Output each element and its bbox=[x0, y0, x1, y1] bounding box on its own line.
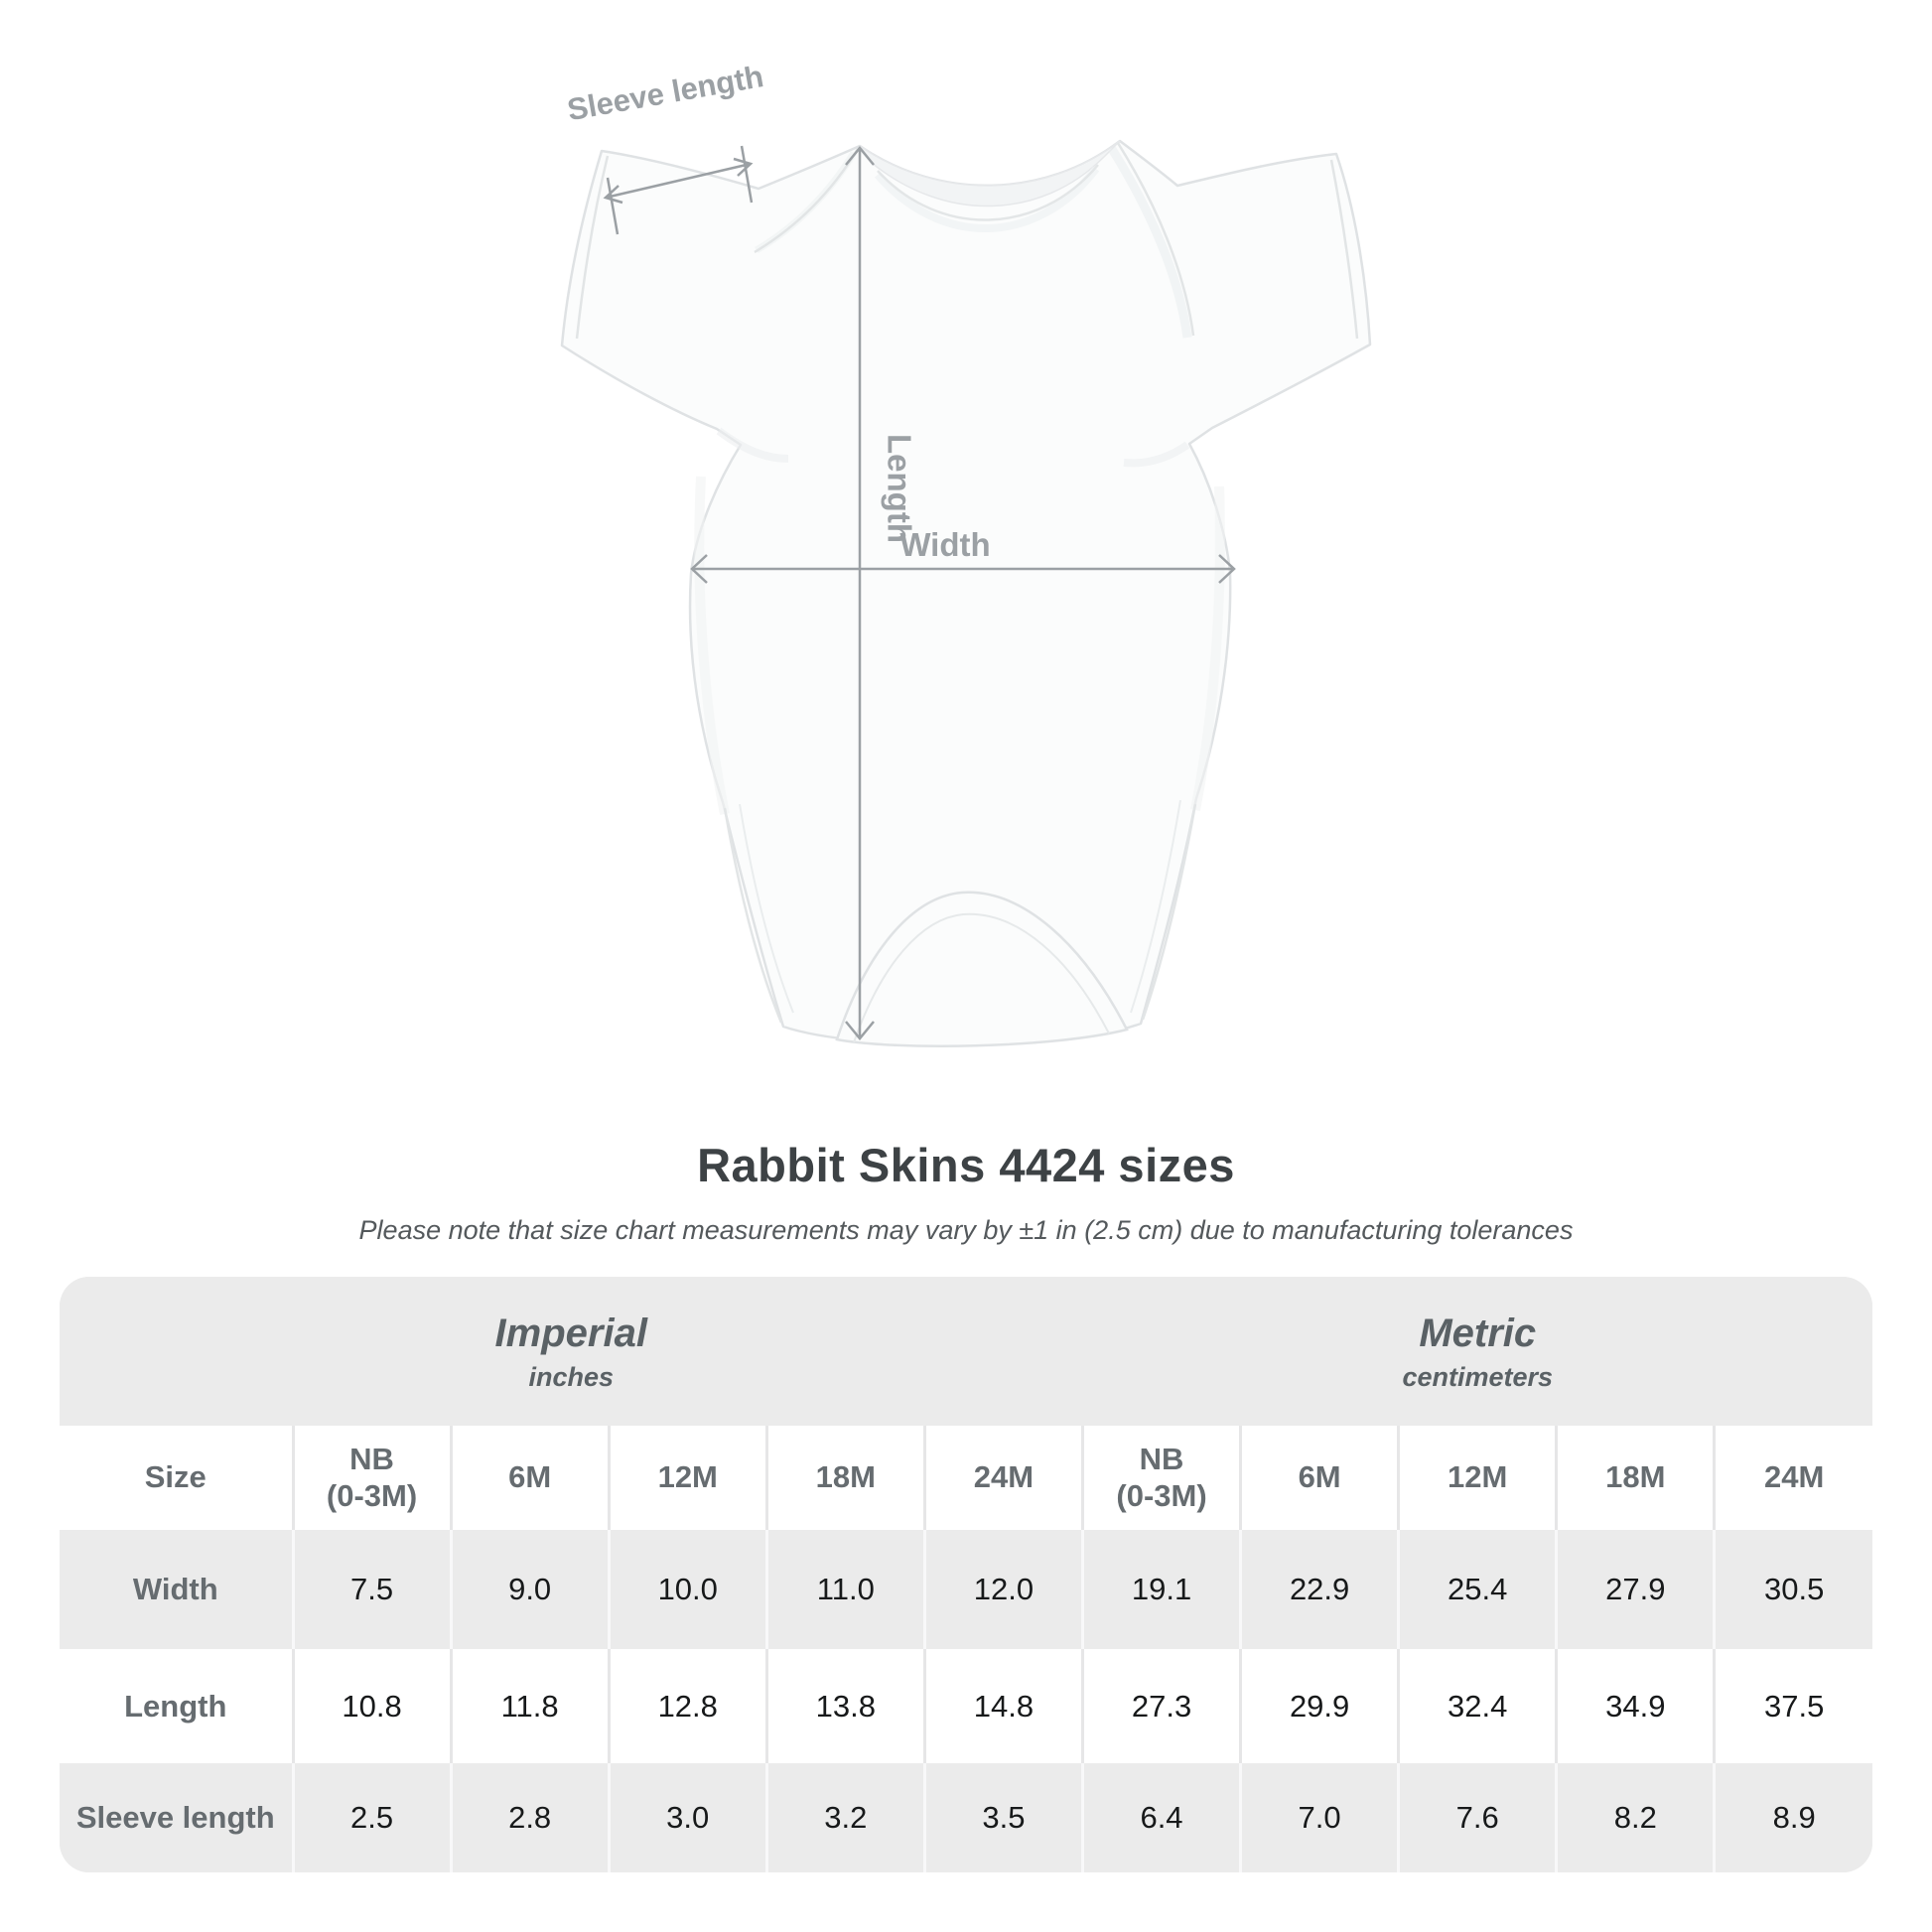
value-cell: 7.6 bbox=[1397, 1763, 1557, 1872]
size-col-header: 18M bbox=[1555, 1426, 1715, 1530]
size-col-label: 12M bbox=[657, 1459, 718, 1495]
size-col-header: 24M bbox=[922, 1426, 1083, 1530]
imperial-header: Imperial inches bbox=[60, 1277, 1083, 1426]
length-label: Length bbox=[881, 434, 917, 543]
imperial-title: Imperial bbox=[494, 1311, 647, 1355]
value-cell: 8.9 bbox=[1713, 1763, 1872, 1872]
size-col-label: 6M bbox=[1298, 1459, 1341, 1495]
value-cell: 22.9 bbox=[1239, 1530, 1399, 1649]
width-label: Width bbox=[899, 526, 990, 563]
size-col-label: 18M bbox=[1605, 1459, 1666, 1495]
value-cell: 14.8 bbox=[922, 1649, 1083, 1763]
sleeve-length-label: Sleeve length bbox=[565, 59, 766, 127]
value-cell: 2.8 bbox=[449, 1763, 610, 1872]
value-cell: 8.2 bbox=[1555, 1763, 1715, 1872]
row-label: Width bbox=[60, 1530, 293, 1649]
size-col-label: 6M bbox=[508, 1459, 552, 1495]
value-cell: 30.5 bbox=[1713, 1530, 1872, 1649]
metric-unit: centimeters bbox=[1402, 1361, 1554, 1392]
size-col-label: 24M bbox=[1764, 1459, 1825, 1495]
value-cell: 27.9 bbox=[1555, 1530, 1715, 1649]
value-cell: 32.4 bbox=[1397, 1649, 1557, 1763]
value-cell: 13.8 bbox=[764, 1649, 925, 1763]
size-col-sublabel: (0-3M) bbox=[326, 1477, 418, 1513]
length-dimension bbox=[845, 146, 875, 1040]
table-row: Sleeve length 2.5 2.8 3.0 3.2 3.5 6.4 7.0 7.6 8.2… bbox=[60, 1763, 1872, 1872]
value-cell: 10.8 bbox=[291, 1649, 452, 1763]
value-cell: 3.0 bbox=[607, 1763, 767, 1872]
value-cell: 12.0 bbox=[922, 1530, 1083, 1649]
size-col-label: NB bbox=[349, 1441, 394, 1476]
value-cell: 11.8 bbox=[449, 1649, 610, 1763]
value-cell: 34.9 bbox=[1555, 1649, 1715, 1763]
value-cell: 7.0 bbox=[1239, 1763, 1399, 1872]
size-col-header: 6M bbox=[449, 1426, 610, 1530]
value-cell: 37.5 bbox=[1713, 1649, 1872, 1763]
bodysuit-figure: Length Width Sleeve length bbox=[560, 59, 1372, 1047]
crotch-flap bbox=[835, 891, 1129, 1047]
row-label: Sleeve length bbox=[60, 1763, 293, 1872]
value-cell: 3.5 bbox=[922, 1763, 1083, 1872]
tolerance-note: Please note that size chart measurements… bbox=[358, 1215, 1574, 1245]
size-col-label: 24M bbox=[973, 1459, 1035, 1495]
size-col-header: 12M bbox=[607, 1426, 767, 1530]
size-col-header: 18M bbox=[764, 1426, 925, 1530]
size-col-label: 18M bbox=[815, 1459, 876, 1495]
value-cell: 27.3 bbox=[1080, 1649, 1241, 1763]
size-col-header: NB (0-3M) bbox=[291, 1426, 452, 1530]
bodysuit-outline bbox=[560, 139, 1372, 1047]
size-col-sublabel: (0-3M) bbox=[1116, 1477, 1207, 1513]
value-cell: 11.0 bbox=[764, 1530, 925, 1649]
value-cell: 19.1 bbox=[1080, 1530, 1241, 1649]
bodysuit-diagram: Length Width Sleeve length bbox=[560, 59, 1372, 1047]
value-cell: 25.4 bbox=[1397, 1530, 1557, 1649]
size-col-header: 6M bbox=[1239, 1426, 1399, 1530]
size-table: Imperial inches Metric centimeters Size … bbox=[60, 1277, 1872, 1872]
value-cell: 6.4 bbox=[1080, 1763, 1241, 1872]
sleeve-length-dimension bbox=[603, 145, 754, 235]
page-title: Rabbit Skins 4424 sizes bbox=[697, 1139, 1235, 1191]
table-row: Width 7.5 9.0 10.0 11.0 12.0 19.1 22.9 25.4 27.9 3… bbox=[60, 1530, 1872, 1649]
metric-header: Metric centimeters bbox=[1082, 1277, 1872, 1426]
value-cell: 10.0 bbox=[607, 1530, 767, 1649]
table-row: Length 10.8 11.8 12.8 13.8 14.8 27.3 29.9 32.4 34… bbox=[60, 1649, 1872, 1763]
size-header-row: Size NB (0-3M) 6M 12M 18M 24M NB (0-3M) 6M 12M 18M… bbox=[60, 1426, 1872, 1530]
value-cell: 7.5 bbox=[291, 1530, 452, 1649]
size-col-label: NB bbox=[1139, 1441, 1184, 1476]
value-cell: 2.5 bbox=[291, 1763, 452, 1872]
size-col-label: 12M bbox=[1448, 1459, 1508, 1495]
value-cell: 3.2 bbox=[764, 1763, 925, 1872]
size-col-header: NB (0-3M) bbox=[1080, 1426, 1241, 1530]
value-cell: 9.0 bbox=[449, 1530, 610, 1649]
unit-header-row: Imperial inches Metric centimeters bbox=[60, 1277, 1872, 1426]
size-header-cell: Size bbox=[60, 1426, 293, 1530]
metric-title: Metric bbox=[1419, 1311, 1537, 1355]
value-cell: 12.8 bbox=[607, 1649, 767, 1763]
value-cell: 29.9 bbox=[1239, 1649, 1399, 1763]
width-dimension bbox=[690, 554, 1236, 584]
size-col-header: 12M bbox=[1397, 1426, 1557, 1530]
row-label: Length bbox=[60, 1649, 293, 1763]
size-col-header: 24M bbox=[1713, 1426, 1872, 1530]
size-table-grid: Imperial inches Metric centimeters Size … bbox=[60, 1277, 1872, 1872]
imperial-unit: inches bbox=[528, 1361, 614, 1392]
